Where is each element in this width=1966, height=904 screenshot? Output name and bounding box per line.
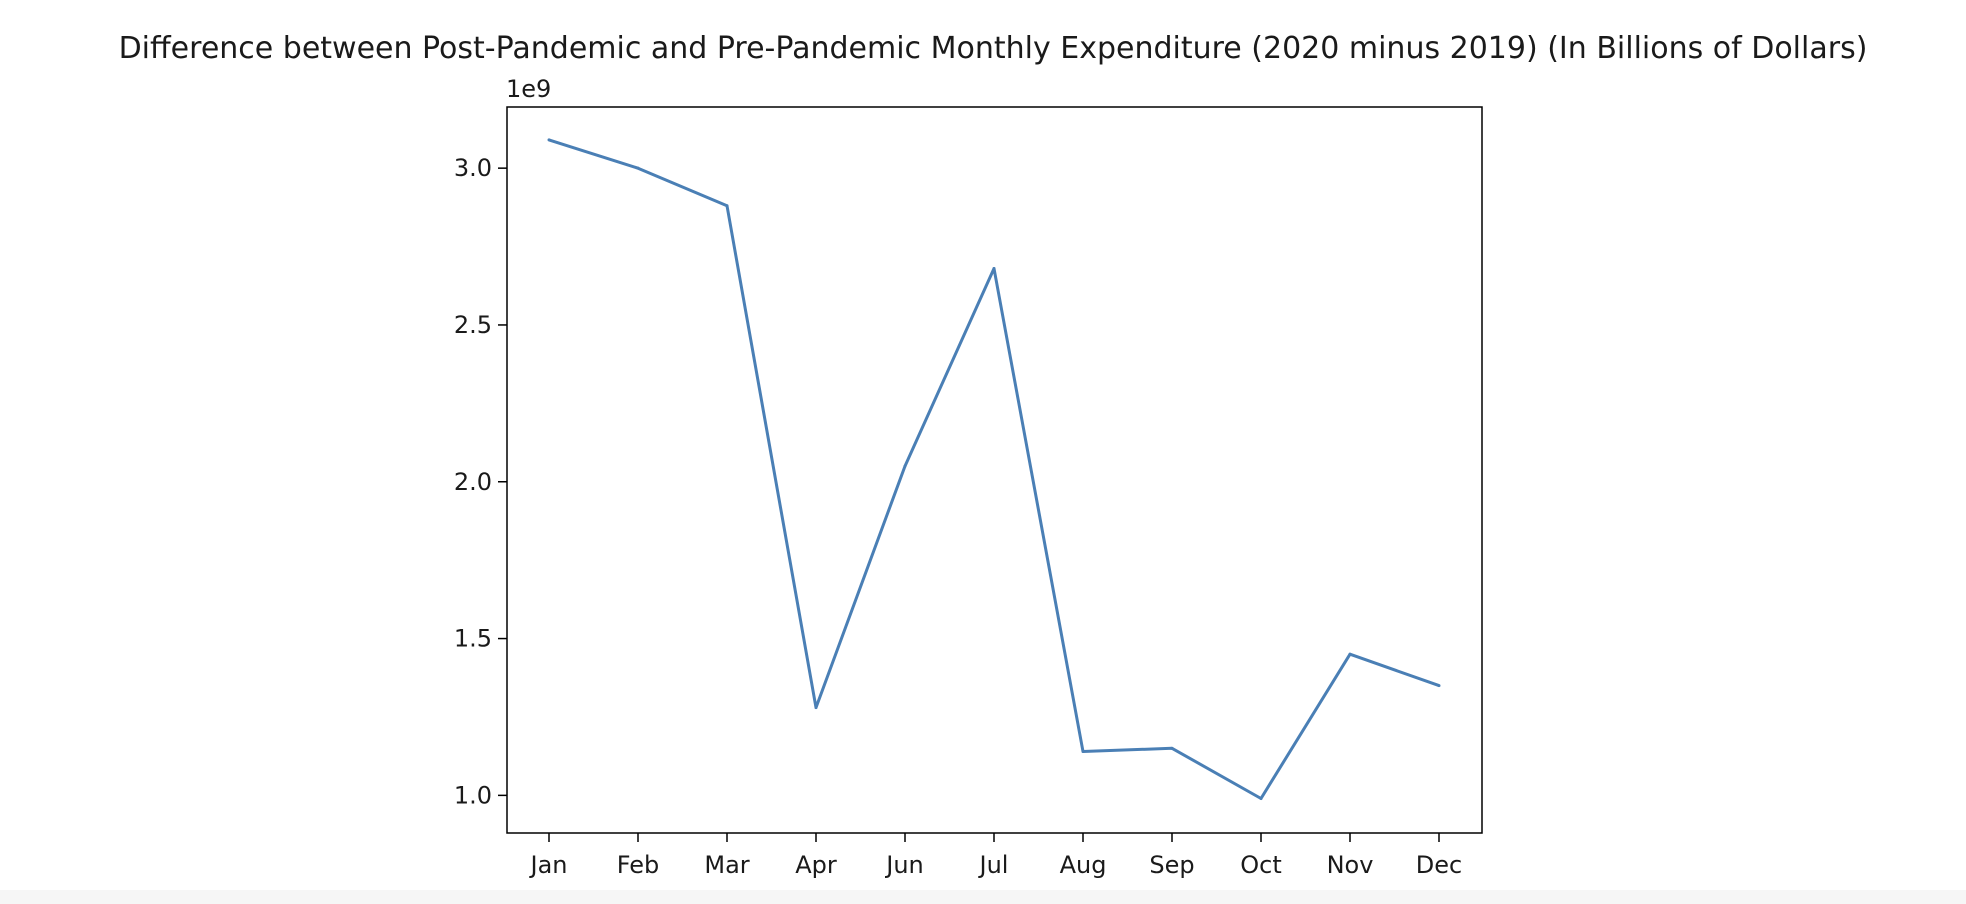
data-point-jun	[903, 464, 907, 468]
y-tick-label: 3.0	[454, 154, 492, 182]
series-line	[548, 138, 1440, 800]
y-tick-label: 1.0	[454, 781, 492, 809]
x-tick-label: Apr	[795, 851, 837, 879]
y-tick-label: 2.0	[454, 468, 492, 496]
x-tick-label: Oct	[1240, 851, 1282, 879]
y-tick-label: 1.5	[454, 625, 492, 653]
y-axis-offset-label: 1e9	[506, 75, 551, 103]
data-point-mar	[725, 204, 729, 208]
x-tick-label: Jun	[884, 851, 924, 879]
data-point-oct	[1259, 797, 1263, 801]
x-axis: Jan Feb Mar Apr Jun Jul Aug Sep Oct Nov Dec	[529, 833, 1462, 879]
y-axis: 1.0 1.5 2.0 2.5 3.0	[454, 154, 507, 809]
data-point-jan	[547, 138, 551, 142]
data-point-aug	[1081, 749, 1085, 753]
series-layer	[547, 138, 1441, 801]
x-tick-label: Jan	[529, 851, 568, 879]
data-point-nov	[1348, 652, 1352, 656]
x-tick-label: Nov	[1327, 851, 1374, 879]
data-point-feb	[636, 166, 640, 170]
data-point-apr	[814, 706, 818, 710]
x-tick-label: Feb	[617, 851, 660, 879]
x-tick-label: Mar	[704, 851, 749, 879]
x-tick-label: Aug	[1060, 851, 1107, 879]
y-tick-label: 2.5	[454, 311, 492, 339]
plot-area-frame	[506, 106, 1483, 834]
chart-title: Difference between Post-Pandemic and Pre…	[119, 31, 1868, 66]
data-point-dec	[1437, 684, 1441, 688]
data-point-jul	[992, 267, 996, 271]
data-point-sep	[1170, 746, 1174, 750]
bottom-band	[0, 890, 1966, 904]
x-tick-label: Dec	[1416, 851, 1462, 879]
x-tick-label: Jul	[978, 851, 1009, 879]
x-tick-label: Sep	[1149, 851, 1194, 879]
